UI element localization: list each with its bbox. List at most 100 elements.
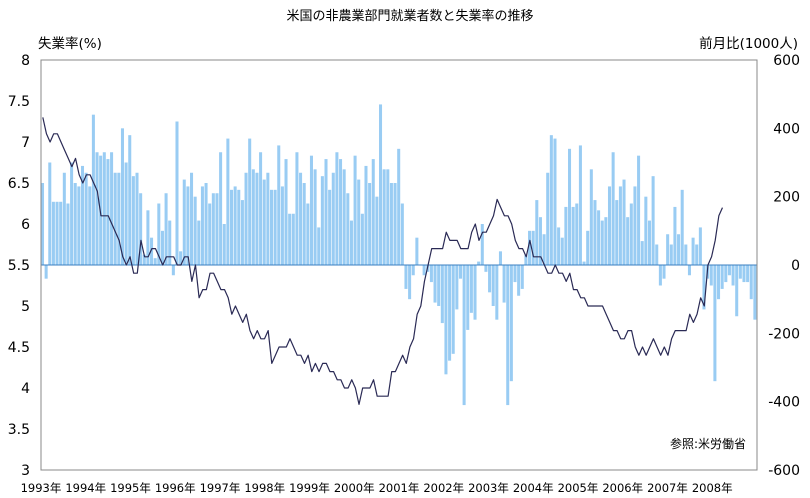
payroll-bar xyxy=(339,159,343,265)
left-tick-label: 8 xyxy=(21,53,30,69)
payroll-bar xyxy=(615,200,619,265)
payroll-bar xyxy=(513,265,517,283)
payroll-bar xyxy=(713,265,717,382)
payroll-bar xyxy=(509,265,513,382)
payroll-bar xyxy=(102,152,106,265)
payroll-bar xyxy=(331,172,335,265)
payroll-bar xyxy=(182,179,186,265)
payroll-bar xyxy=(197,220,201,265)
payroll-bar xyxy=(291,213,295,265)
payroll-bar xyxy=(171,265,175,276)
payroll-bar xyxy=(62,172,66,265)
payroll-bar xyxy=(146,210,150,265)
payroll-bar xyxy=(484,265,488,272)
payroll-bar xyxy=(651,176,655,265)
right-tick-label: -200 xyxy=(768,326,800,342)
payroll-bar xyxy=(244,172,248,265)
payroll-bar xyxy=(193,196,197,265)
payroll-bar xyxy=(429,265,433,283)
right-tick-label: 200 xyxy=(773,190,800,206)
payroll-bar xyxy=(673,206,677,265)
left-tick-label: 5.5 xyxy=(8,258,30,274)
payroll-bar xyxy=(586,230,590,265)
payroll-bar xyxy=(175,121,179,265)
payroll-bar xyxy=(269,189,273,265)
payroll-bar xyxy=(738,265,742,279)
payroll-bar xyxy=(644,196,648,265)
payroll-bar xyxy=(360,213,364,265)
x-tick-label: 1997年 xyxy=(200,481,241,495)
payroll-bar xyxy=(233,186,237,265)
payroll-bar xyxy=(120,128,124,265)
payroll-bar xyxy=(317,227,321,265)
payroll-bar xyxy=(415,237,419,265)
payroll-bar xyxy=(560,237,564,265)
payroll-bar xyxy=(727,265,731,276)
payroll-bar xyxy=(77,186,81,265)
payroll-bar xyxy=(288,213,292,265)
right-tick-label: -600 xyxy=(768,463,800,479)
x-tick-label: 1994年 xyxy=(65,481,106,495)
payroll-bar xyxy=(477,261,481,265)
payroll-bar xyxy=(357,179,361,265)
payroll-bar xyxy=(44,265,48,279)
payroll-bar xyxy=(160,230,164,265)
payroll-bar xyxy=(593,200,597,265)
payroll-bar xyxy=(386,169,390,265)
payroll-bar xyxy=(226,138,230,265)
source-note: 参照:米労働省 xyxy=(670,436,746,451)
x-tick-label: 2003年 xyxy=(468,481,509,495)
payroll-bar xyxy=(411,265,415,276)
payroll-bar xyxy=(488,265,492,293)
payroll-bar xyxy=(626,217,630,265)
payroll-bar xyxy=(564,206,568,265)
payroll-bar xyxy=(371,159,375,265)
x-tick-label: 2001年 xyxy=(379,481,420,495)
payroll-bar xyxy=(251,169,255,265)
payroll-bar xyxy=(517,265,521,296)
payroll-bar xyxy=(546,172,550,265)
payroll-bar xyxy=(538,217,542,265)
payroll-bar xyxy=(397,148,401,265)
payroll-bar xyxy=(128,135,132,265)
payroll-bar xyxy=(55,201,59,265)
payroll-bar xyxy=(229,189,234,265)
payroll-bar xyxy=(553,138,557,265)
payroll-bar xyxy=(106,159,110,265)
payroll-bar xyxy=(506,265,510,406)
payroll-bar xyxy=(698,227,702,265)
payroll-bar xyxy=(437,265,441,306)
payroll-bar xyxy=(749,265,753,300)
x-axis-ticks: 1993年 1994年 1995年 1996年 1997年 1998年 1999年 2000年… xyxy=(21,481,733,495)
x-tick-label: 1993年 xyxy=(21,481,62,495)
payroll-bar xyxy=(222,224,226,265)
payroll-bar xyxy=(746,265,750,283)
left-tick-label: 3 xyxy=(21,463,30,479)
payroll-bar xyxy=(549,135,553,265)
payroll-bar xyxy=(84,172,88,265)
payroll-bar xyxy=(655,244,659,265)
payroll-bar xyxy=(524,254,528,265)
right-tick-label: 600 xyxy=(773,53,800,69)
payroll-bar xyxy=(662,265,666,279)
payroll-bar xyxy=(389,183,393,265)
payroll-bar xyxy=(680,189,684,265)
left-tick-label: 7.5 xyxy=(8,94,30,110)
payroll-bar xyxy=(135,172,139,265)
payroll-bar xyxy=(157,203,161,265)
payroll-bar xyxy=(70,162,74,265)
payroll-bar xyxy=(622,179,626,265)
payroll-bar xyxy=(164,193,168,265)
left-tick-label: 6.5 xyxy=(8,176,30,192)
payroll-bar xyxy=(753,265,757,320)
payroll-bar xyxy=(400,203,404,265)
payroll-bar xyxy=(41,183,45,265)
payroll-bar xyxy=(237,189,241,265)
left-tick-label: 4 xyxy=(21,381,30,397)
left-tick-label: 4.5 xyxy=(8,340,30,356)
payroll-bar xyxy=(208,203,212,265)
payroll-bar xyxy=(219,152,223,265)
payroll-bar xyxy=(110,152,114,265)
payroll-bar xyxy=(720,265,724,289)
